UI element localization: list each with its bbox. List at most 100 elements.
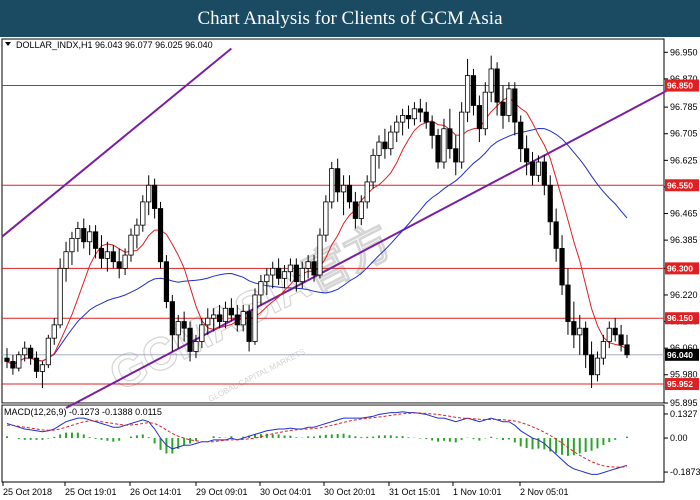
candle-body	[488, 68, 494, 93]
candle-body	[394, 121, 400, 133]
candle-body	[134, 224, 140, 236]
price-tick-label: 96.220	[670, 290, 698, 300]
trend-channel	[1, 47, 687, 409]
price-tag-label: 95.952	[667, 379, 693, 389]
candle-body	[459, 111, 465, 163]
candle-body	[39, 364, 46, 372]
price-tag-label: 96.550	[667, 180, 693, 190]
candle-body	[506, 88, 512, 116]
candle-body	[317, 234, 323, 276]
candle-body	[565, 284, 571, 322]
candle-body	[276, 267, 282, 279]
candle-body	[169, 301, 175, 336]
candle-body	[618, 334, 624, 346]
candle-body	[435, 135, 441, 163]
time-tick-label: 25 Oct 2018	[3, 487, 52, 497]
candle-body	[287, 264, 294, 273]
candle-body	[45, 337, 51, 366]
price-tick-label: 96.870	[670, 74, 698, 84]
candle-body	[264, 274, 270, 283]
candle-body	[69, 238, 75, 253]
candle-body	[311, 261, 317, 276]
time-tick-label: 26 Oct 14:01	[130, 487, 182, 497]
candle-body	[606, 327, 612, 342]
candle-body	[470, 75, 477, 106]
candle-body	[87, 231, 93, 243]
price-tag-label: 96.040	[667, 350, 693, 360]
time-tick-label: 25 Oct 19:01	[65, 487, 117, 497]
candle-body	[547, 184, 553, 223]
moving-averages	[6, 96, 628, 366]
chart-frame	[1, 38, 665, 483]
candle-body	[128, 234, 134, 256]
time-tick-label: 31 Oct 15:01	[389, 487, 441, 497]
candle-body	[222, 307, 229, 322]
time-tick-label: 30 Oct 20:01	[324, 487, 376, 497]
candle-body	[447, 128, 453, 150]
candle-body	[187, 327, 193, 352]
page-title: Chart Analysis for Clients of GCM Asia	[197, 7, 503, 29]
candle-body	[157, 208, 164, 263]
price-chart: GCMASIA官方 GLOBAL CAPITAL MARKETS 0.13270…	[1, 38, 700, 497]
candle-body	[524, 148, 530, 163]
symbol-menu-arrow-icon[interactable]	[5, 42, 11, 46]
candle-body	[92, 231, 99, 249]
candle-body	[258, 281, 264, 296]
candle-body	[122, 254, 128, 269]
candle-body	[28, 347, 34, 359]
price-panel-border	[1, 38, 665, 404]
macd-label: MACD(12,26,9) -0.1273 -0.1388 0.0115	[4, 407, 162, 417]
price-tag-label: 96.300	[667, 263, 693, 273]
channel-upper-line	[1, 47, 233, 238]
candle-body	[299, 267, 305, 283]
price-tag-label: 96.150	[667, 313, 693, 323]
macd-tick-label: -0.1873	[670, 467, 700, 477]
candle-body	[500, 101, 506, 116]
candle-body	[75, 228, 81, 239]
candle-body	[205, 317, 211, 326]
candle-body	[281, 271, 288, 279]
price-tags: 96.850 96.550 96.300 96.150 95.952 96.040	[665, 79, 699, 391]
channel-lower-line	[65, 79, 687, 409]
candle-body	[588, 354, 595, 376]
candle-body	[51, 324, 57, 339]
price-tick-label: 96.705	[670, 129, 698, 139]
candle-body	[482, 91, 488, 130]
candle-body	[464, 75, 471, 113]
candle-body	[270, 267, 276, 276]
candle-body	[400, 115, 406, 123]
panel-separator	[2, 403, 664, 405]
title-bar: Chart Analysis for Clients of GCM Asia	[0, 0, 700, 37]
candle-body	[234, 314, 240, 326]
candle-body	[181, 321, 187, 329]
candle-body	[411, 108, 418, 120]
candle-body	[252, 294, 258, 342]
candle-body	[152, 184, 158, 209]
candle-body	[429, 121, 435, 136]
candles	[4, 55, 630, 389]
candle-body	[529, 161, 536, 176]
price-tag	[665, 79, 699, 92]
price-tag	[665, 378, 699, 391]
price-tick-label: 96.060	[670, 343, 698, 353]
candle-body	[453, 148, 459, 163]
candle-body	[476, 105, 482, 130]
candle-body	[600, 341, 606, 359]
candle-body	[571, 321, 577, 336]
price-tick-label: 95.980	[670, 370, 698, 380]
price-tag	[665, 312, 699, 325]
candle-body	[346, 184, 353, 203]
symbol-info: DOLLAR_INDX,H1 96.043 96.077 96.025 96.0…	[16, 40, 213, 50]
candle-body	[494, 68, 500, 103]
candle-body	[22, 347, 28, 356]
candle-body	[10, 361, 16, 369]
candle-body	[340, 184, 347, 193]
candle-body	[388, 131, 394, 150]
candle-body	[163, 261, 170, 303]
price-tag	[665, 348, 699, 361]
candle-body	[146, 184, 152, 203]
time-tick-label: 2 Nov 05:01	[520, 487, 569, 497]
candle-body	[116, 261, 122, 269]
candle-body	[240, 311, 246, 326]
watermark-subtext: GLOBAL CAPITAL MARKETS	[207, 347, 307, 404]
